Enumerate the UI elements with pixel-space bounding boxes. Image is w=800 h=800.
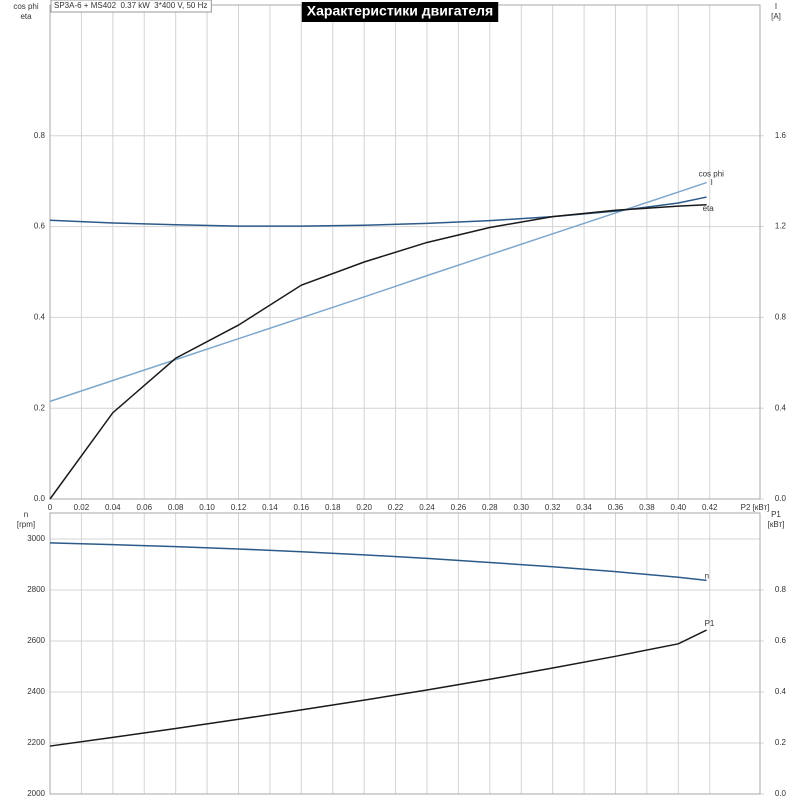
y-tick-label: 0.2 [34, 403, 46, 412]
x-tick-label: 0.22 [388, 503, 404, 512]
title-background [301, 2, 499, 22]
x-tick-label: 0.24 [419, 503, 435, 512]
series-label: n [705, 571, 709, 580]
x-tick-label: 0.34 [576, 503, 592, 512]
x-tick-label: 0.04 [105, 503, 121, 512]
y2-axis-title: P1 [771, 510, 781, 519]
x-tick-label: 0.36 [608, 503, 624, 512]
y-tick-label: 2400 [27, 687, 45, 696]
x-tick-label: 0.12 [231, 503, 247, 512]
y2-axis-title: I [775, 2, 777, 11]
x-axis-title: P2 [кВт] [741, 503, 770, 512]
plot-frame [49, 512, 761, 795]
subtitle-box [50, 0, 212, 13]
y-axis-title: [rpm] [17, 520, 35, 529]
x-tick-label: 0.02 [74, 503, 90, 512]
y-tick-label: 0.8 [34, 131, 46, 140]
y2-tick-label: 0.0 [775, 789, 787, 798]
x-tick-label: 0.26 [451, 503, 467, 512]
x-tick-label: 0.32 [545, 503, 561, 512]
series-line [49, 204, 707, 500]
y2-tick-label: 0.4 [775, 687, 787, 696]
y-tick-label: 3000 [27, 534, 45, 543]
x-tick-label: 0.18 [325, 503, 341, 512]
y2-axis-title: [кВт] [768, 520, 785, 529]
series-label: cos phi [699, 170, 725, 179]
x-tick-label: 0.06 [136, 503, 152, 512]
chart-title: Характеристики двигателя [307, 3, 493, 19]
x-tick-label: 0 [48, 503, 53, 512]
y-tick-label: 2200 [27, 738, 45, 747]
y-tick-label: 0.4 [34, 312, 46, 321]
series-label: I [711, 178, 713, 187]
y-tick-label: 2800 [27, 585, 45, 594]
y-axis-title: n [24, 510, 28, 519]
x-tick-label: 0.38 [639, 503, 655, 512]
x-tick-label: 0.08 [168, 503, 184, 512]
y-tick-label: 2000 [27, 789, 45, 798]
y-tick-label: 0.0 [34, 494, 46, 503]
y-axis-title: cos phi [13, 2, 39, 11]
y2-tick-label: 0.4 [775, 403, 787, 412]
y-axis-title: eta [20, 12, 32, 21]
y2-tick-label: 0.8 [775, 585, 787, 594]
y2-tick-label: 0.8 [775, 312, 787, 321]
y2-tick-label: 0.2 [775, 738, 787, 747]
plot-frame [49, 4, 761, 500]
y2-tick-label: 1.2 [775, 222, 787, 231]
x-tick-label: 0.28 [482, 503, 498, 512]
y2-tick-label: 1.6 [775, 131, 787, 140]
y2-tick-label: 0.6 [775, 636, 787, 645]
x-tick-label: 0.42 [702, 503, 718, 512]
series-label: eta [703, 204, 715, 213]
x-tick-label: 0.40 [671, 503, 687, 512]
y2-tick-label: 0.0 [775, 494, 787, 503]
x-tick-label: 0.20 [356, 503, 372, 512]
x-tick-label: 0.14 [262, 503, 278, 512]
chart-subtitle: SP3A-6 + MS402 0.37 kW 3*400 V, 50 Hz [54, 1, 207, 10]
series-line [49, 629, 707, 747]
y-tick-label: 2600 [27, 636, 45, 645]
series-line [49, 542, 707, 582]
x-tick-label: 0.10 [199, 503, 215, 512]
y-tick-label: 0.6 [34, 222, 46, 231]
x-tick-label: 0.30 [513, 503, 529, 512]
y2-axis-title: [A] [771, 12, 781, 21]
series-line [49, 181, 707, 403]
series-label: P1 [705, 619, 715, 628]
x-tick-label: 0.16 [294, 503, 310, 512]
